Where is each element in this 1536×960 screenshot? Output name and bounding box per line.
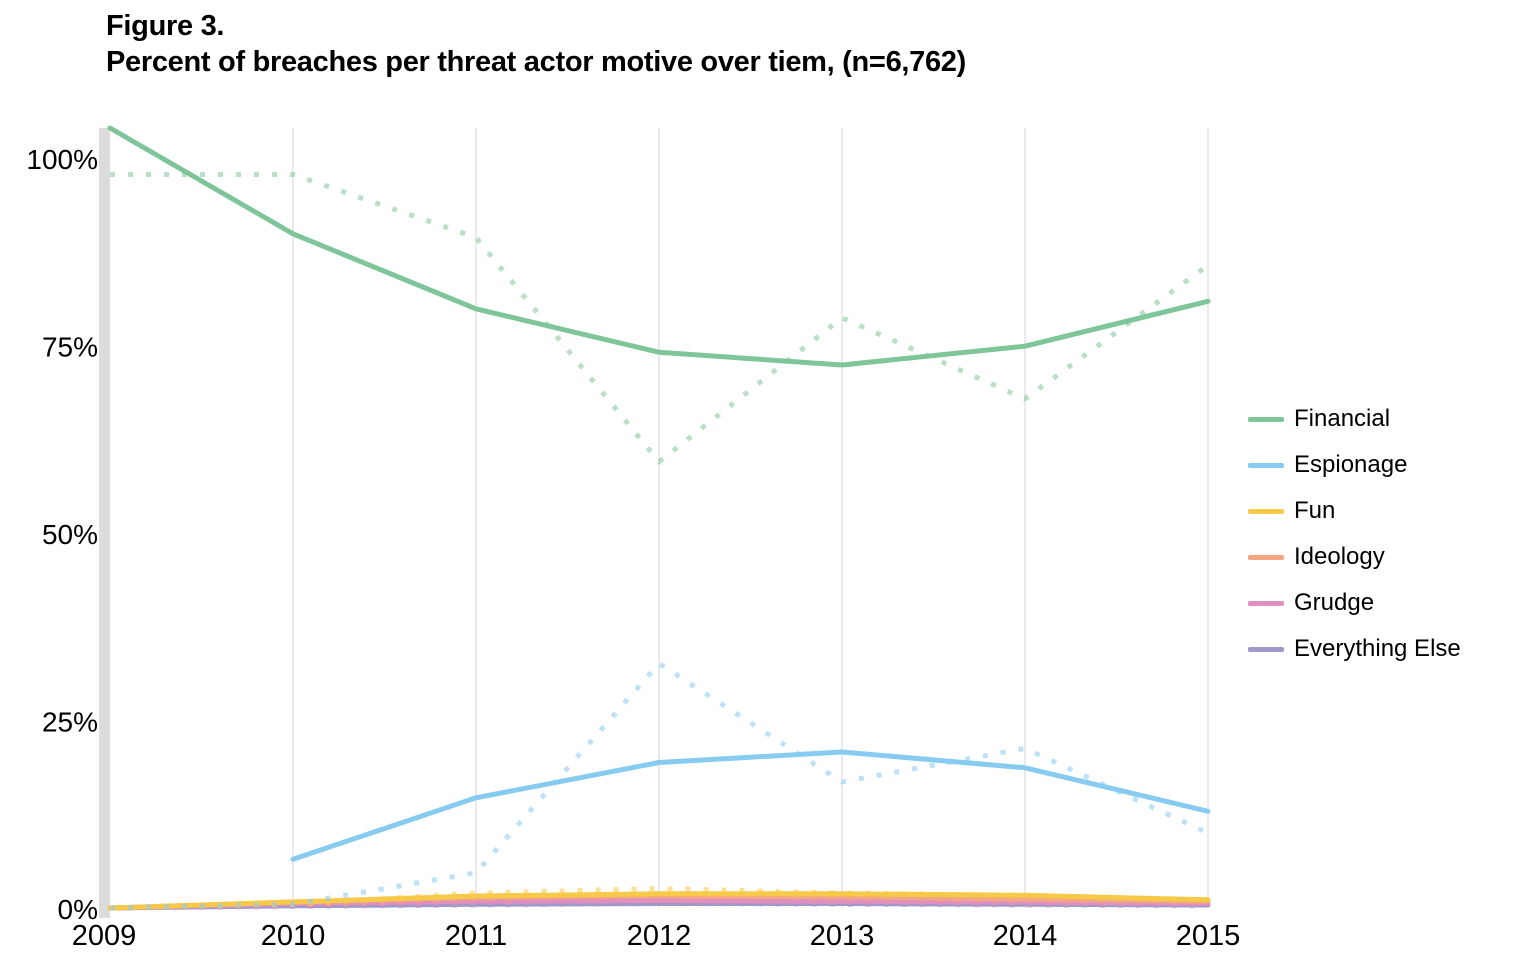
y-axis-bar — [99, 128, 110, 918]
legend-item-ideology: Ideology — [1248, 534, 1461, 580]
y-tick-label: 25% — [42, 707, 98, 738]
series-actual-line-espionage — [109, 660, 1210, 911]
x-tick-label: 2013 — [810, 920, 875, 952]
chart-title: Percent of breaches per threat actor mot… — [106, 46, 966, 78]
legend-label: Everything Else — [1294, 635, 1461, 662]
legend-item-espionage: Espionage — [1248, 442, 1461, 488]
x-tick-label: 2009 — [72, 920, 137, 952]
y-tick-label: 100% — [26, 144, 98, 175]
legend-swatch — [1248, 600, 1284, 606]
y-tick-label: 50% — [42, 519, 98, 550]
series-actual-line-financial — [110, 172, 1210, 466]
series-trend-line-espionage — [290, 749, 1211, 862]
legend-label: Grudge — [1294, 589, 1375, 616]
legend-label: Financial — [1294, 405, 1391, 432]
legend-label: Espionage — [1294, 451, 1408, 478]
figure-label: Figure 3. — [106, 10, 225, 42]
gridlines — [292, 128, 1209, 908]
x-tick-label: 2012 — [627, 920, 692, 952]
legend-label: Ideology — [1294, 543, 1385, 570]
x-tick-label: 2010 — [261, 920, 326, 952]
legend-swatch — [1248, 508, 1284, 514]
legend-item-financial: Financial — [1248, 396, 1461, 442]
x-tick-label: 2015 — [1176, 920, 1241, 952]
legend-swatch — [1248, 646, 1284, 652]
y-tick-label: 0% — [58, 894, 98, 925]
x-tick-label: 2014 — [993, 920, 1058, 952]
y-tick-label: 75% — [42, 332, 98, 363]
legend-swatch — [1248, 416, 1284, 422]
y-axis-ticks: 0% 25% 50% 75% 100% — [26, 144, 98, 925]
legend-item-grudge: Grudge — [1248, 580, 1461, 626]
legend: Financial Espionage Fun Ideology Grudge Every… — [1248, 396, 1461, 672]
x-axis-ticks: 2009 2010 2011 2012 2013 2014 2015 — [72, 920, 1241, 952]
x-tick-label: 2011 — [445, 920, 507, 952]
series-lines — [107, 125, 1211, 911]
legend-item-fun: Fun — [1248, 488, 1461, 534]
legend-item-everything-else: Everything Else — [1248, 626, 1461, 672]
legend-label: Fun — [1294, 497, 1336, 524]
legend-swatch — [1248, 554, 1284, 560]
legend-swatch — [1248, 462, 1284, 468]
series-trend-line-financial — [107, 125, 1211, 368]
